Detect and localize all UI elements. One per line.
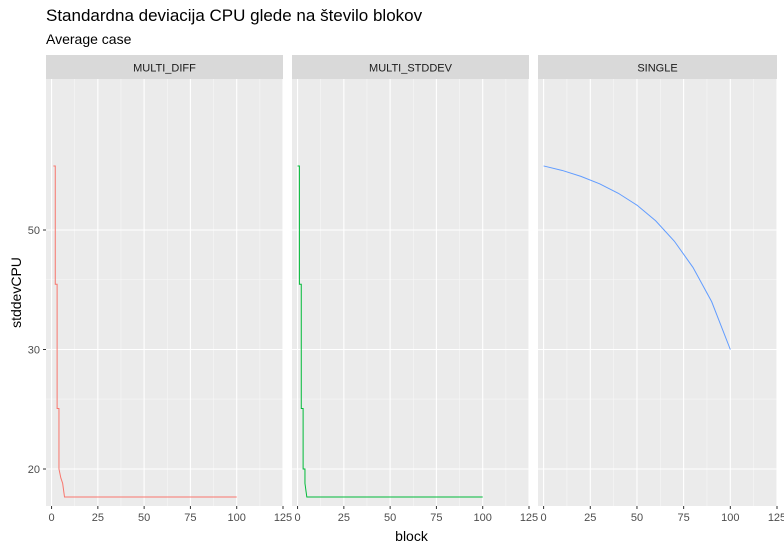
facet-strip-multi-stddev xyxy=(292,55,529,79)
facet-strip-single xyxy=(538,55,777,79)
x-tick-label: 125 xyxy=(274,512,292,524)
y-axis-title: stddevCPU xyxy=(8,257,24,328)
series-line-multi-stddev xyxy=(297,165,483,498)
x-tick-label: 25 xyxy=(584,512,596,524)
panel-background-multi-stddev xyxy=(292,79,529,506)
x-tick-label: 0 xyxy=(294,512,300,524)
chart-subtitle: Average case xyxy=(46,31,132,47)
chart-title: Standardna deviacija CPU glede na števil… xyxy=(46,6,423,25)
x-tick-label: 100 xyxy=(474,512,492,524)
x-tick-label: 75 xyxy=(430,512,442,524)
series-line-multi-diff xyxy=(53,165,237,498)
x-tick-label: 75 xyxy=(678,512,690,524)
x-tick-label: 0 xyxy=(48,512,54,524)
x-tick-label: 75 xyxy=(184,512,196,524)
facet-strip-label-single: SINGLE xyxy=(637,63,677,75)
facet-strip-multi-diff xyxy=(46,55,283,79)
x-tick-label: 100 xyxy=(228,512,246,524)
facet-strip-label-multi-diff: MULTI_DIFF xyxy=(133,63,196,75)
x-tick-label: 0 xyxy=(541,512,547,524)
x-axis-title: block xyxy=(395,528,429,544)
panel-background-single xyxy=(538,79,777,506)
y-tick-label: 30 xyxy=(28,344,40,356)
x-tick-label: 50 xyxy=(138,512,150,524)
facet-strip-label-multi-stddev: MULTI_STDDEV xyxy=(369,63,453,75)
x-tick-label: 50 xyxy=(631,512,643,524)
x-tick-label: 25 xyxy=(92,512,104,524)
x-tick-label: 50 xyxy=(384,512,396,524)
x-tick-label: 25 xyxy=(338,512,350,524)
series-line-single xyxy=(543,165,731,350)
y-tick-label: 20 xyxy=(28,464,40,476)
x-tick-label: 125 xyxy=(768,512,784,524)
y-tick-label: 50 xyxy=(28,225,40,237)
x-tick-label: 125 xyxy=(520,512,538,524)
panel-background-multi-diff xyxy=(46,79,283,506)
x-tick-label: 100 xyxy=(721,512,739,524)
